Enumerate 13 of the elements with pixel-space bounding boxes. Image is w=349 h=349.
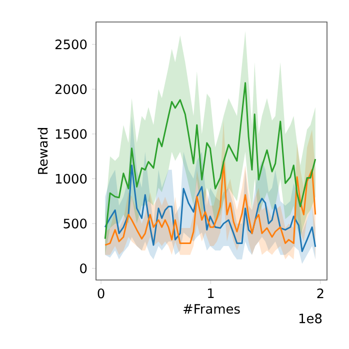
y-tick-label: 2500 (55, 39, 87, 50)
y-tick-label: 0 (80, 263, 87, 274)
y-tick-label: 1500 (56, 129, 87, 139)
line-series (104, 82, 316, 240)
y-axis-title: Reward (38, 128, 48, 174)
y-tick-label: 500 (64, 218, 87, 228)
x-tick-label: 0 (98, 288, 104, 298)
text: 1e8 (299, 314, 322, 324)
x-axis-title: #Frames (184, 304, 240, 314)
x-tick-label: 2 (317, 288, 324, 298)
y-tick-label: 1000 (56, 174, 87, 184)
y-tick-label: 2000 (55, 84, 87, 94)
x-tick-label: 1 (208, 288, 214, 298)
